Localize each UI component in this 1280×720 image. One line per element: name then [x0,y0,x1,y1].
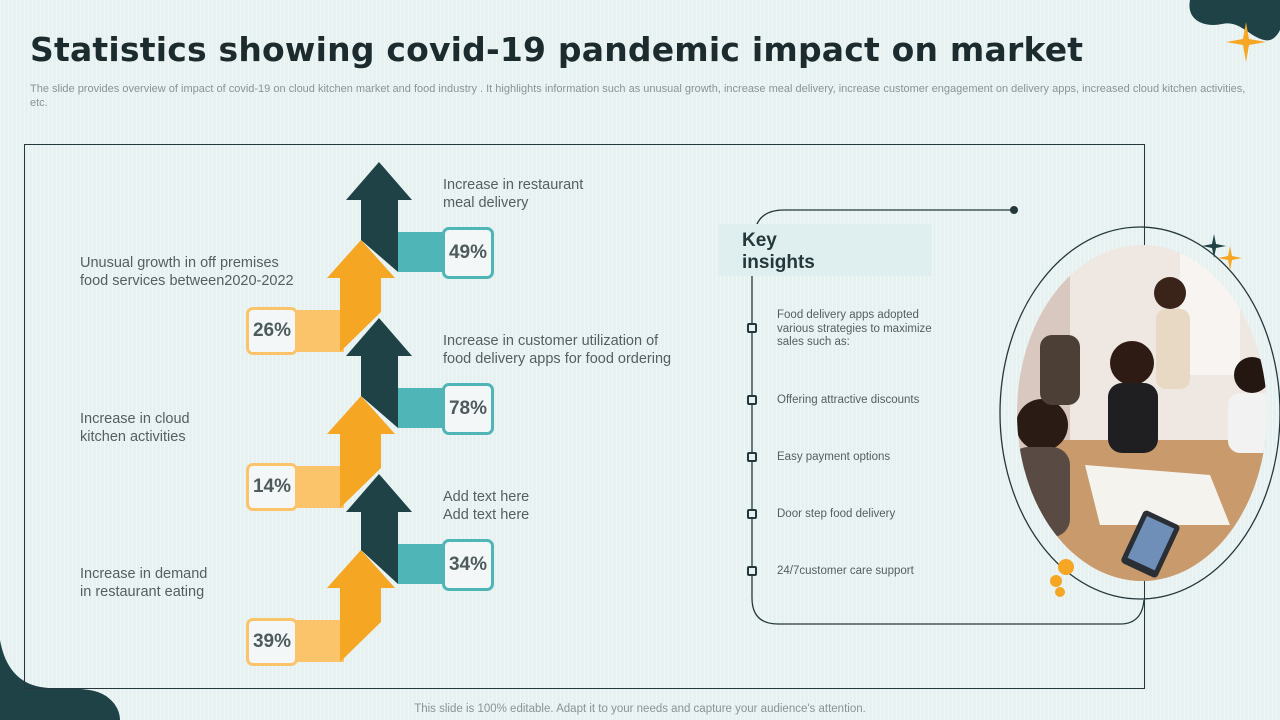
step-26-arrow [296,240,395,352]
insight-item: Easy payment options [777,451,891,463]
stat-label-34: Add text here Add text here [443,489,530,523]
insight-item: Food delivery apps adopted various strat… [777,309,932,348]
page-subtitle: The slide provides overview of impact of… [30,83,1246,109]
step-14-arrow [296,396,395,508]
step-49-arrow [346,162,446,272]
team-photo [999,226,1280,600]
insight-item: Offering attractive discounts [777,394,920,406]
arrow-steps-graphic [296,162,446,662]
stat-label-26: Unusual growth in off premises food serv… [80,255,294,289]
step-78-arrow [346,318,446,428]
sparkle-icon [1226,22,1266,62]
key-insights-title: Key insights [718,224,932,276]
insight-bullet [747,566,757,576]
stat-label-49: Increase in restaurant meal delivery [443,177,584,211]
insight-bullet [747,395,757,405]
stat-value-39: 39% [246,618,298,666]
stat-value-14: 14% [246,463,298,511]
step-34-arrow [346,474,446,584]
insight-bullet [747,509,757,519]
footer-note: This slide is 100% editable. Adapt it to… [414,703,866,715]
step-39-arrow [296,550,395,662]
insight-bullet [747,452,757,462]
insight-bullet [747,323,757,333]
stat-value-49: 49% [442,227,494,279]
insight-item: 24/7customer care support [777,565,914,577]
page-title: Statistics showing covid-19 pandemic imp… [30,30,1084,69]
stat-label-78: Increase in customer utilization of food… [443,333,672,367]
stat-value-34: 34% [442,539,494,591]
insight-item: Door step food delivery [777,508,896,520]
stat-value-78: 78% [442,383,494,435]
stat-label-39: Increase in demand in restaurant eating [80,566,208,600]
sparkle-icon [1202,234,1242,270]
corner-decoration-bottom-left [0,640,120,720]
stat-label-14: Increase in cloud kitchen activities [80,411,190,445]
stat-value-26: 26% [246,307,298,355]
corner-decoration-top-right [1189,0,1280,41]
